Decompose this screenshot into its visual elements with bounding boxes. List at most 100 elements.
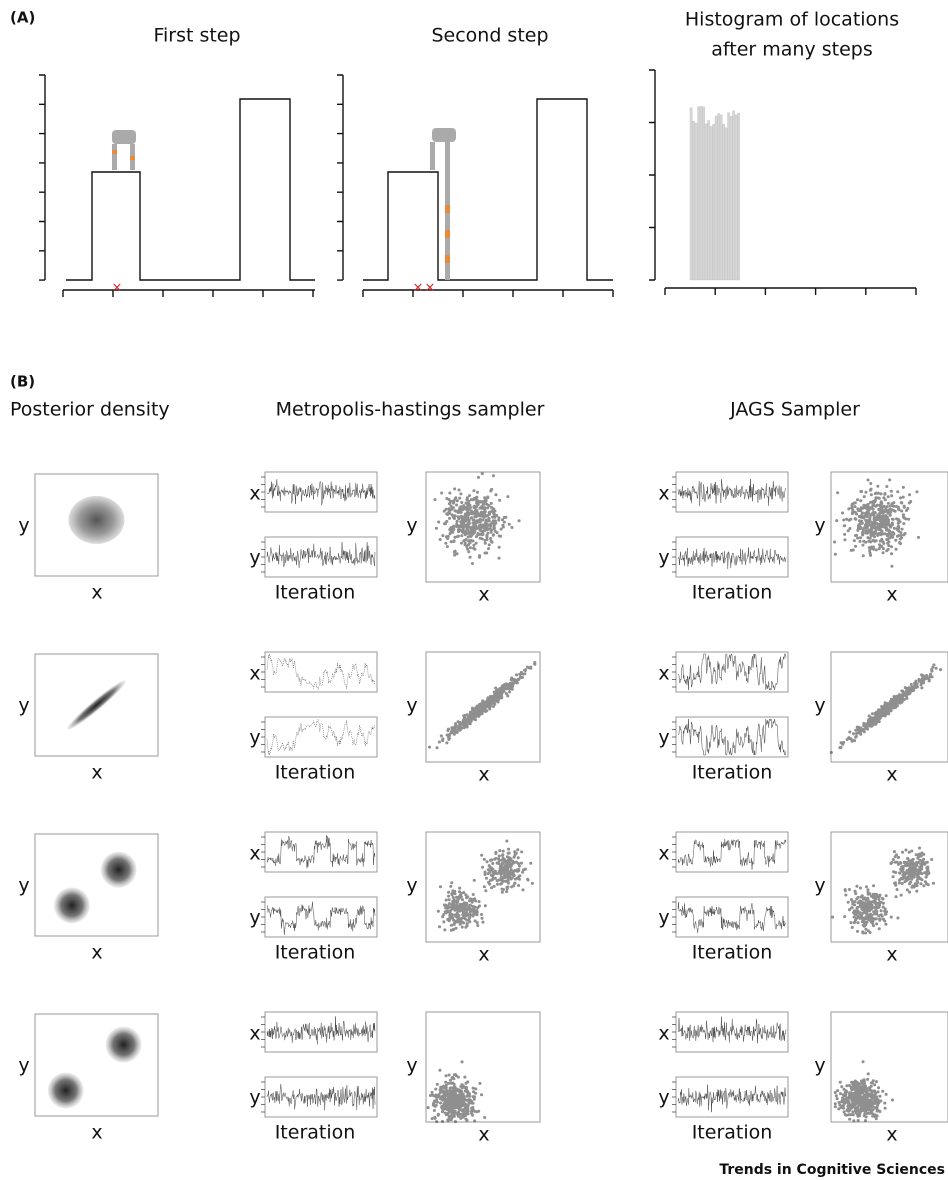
density-blob [101, 852, 137, 888]
tick-marks [672, 657, 676, 687]
axis-label: x [658, 1023, 669, 1045]
tick-marks [261, 902, 265, 932]
hist-bar [715, 116, 717, 280]
marker: × [425, 281, 436, 296]
scatter-plot [831, 1012, 948, 1122]
axis-label: Iteration [275, 762, 356, 784]
axis-label: y [406, 1055, 417, 1077]
figure: (A) First step Second step Histogram of … [0, 0, 948, 1180]
axis-label: x [478, 584, 489, 606]
hist-bar [725, 128, 727, 280]
step-curve [363, 99, 613, 280]
axis-label: y [658, 547, 669, 569]
hist-bar [728, 113, 730, 280]
axis-label: y [249, 547, 260, 569]
axis-label: Iteration [692, 942, 773, 964]
axis-label: x [886, 944, 897, 966]
tick-marks [261, 722, 265, 752]
scatter-plot [426, 1012, 540, 1122]
plot-title: after many steps [711, 39, 872, 61]
plot-frame [831, 832, 948, 942]
hist-bar [723, 124, 725, 280]
axis-label: y [249, 727, 260, 749]
axis-label: y [406, 515, 417, 537]
tick-marks [261, 1082, 265, 1112]
axis-label: y [658, 1087, 669, 1109]
column-title: Metropolis-hastings sampler [276, 399, 545, 421]
axis-label: y [658, 727, 669, 749]
axis-label: y [814, 875, 825, 897]
plot-title: First step [153, 25, 240, 47]
tick-marks [672, 837, 676, 867]
axis-label: x [886, 1124, 897, 1146]
hist-bar [700, 106, 702, 280]
plot-title: Second step [431, 25, 548, 47]
plot-frame [676, 832, 788, 872]
axis-label: x [478, 944, 489, 966]
tick-marks [261, 1017, 265, 1047]
hist-bar [720, 115, 722, 280]
tick-marks [672, 902, 676, 932]
plot-frame [35, 834, 158, 936]
axis-label: x [91, 942, 102, 964]
footer: Trends in Cognitive Sciences [719, 1162, 945, 1178]
hist-bar [703, 107, 705, 280]
hist-bar [710, 126, 712, 280]
marker: × [413, 281, 424, 296]
axis-label: y [406, 875, 417, 897]
trace-plot [672, 1012, 788, 1052]
axis-label: x [91, 1122, 102, 1144]
axis-label: y [18, 1055, 29, 1077]
step-curve [66, 99, 315, 280]
trace-plot [672, 717, 788, 757]
axis-label: x [658, 663, 669, 685]
scatter-plot [426, 472, 540, 582]
axis-label: y [658, 907, 669, 929]
trace-plot [672, 472, 788, 512]
axis-label: Iteration [275, 942, 356, 964]
page: (A) First step Second step Histogram of … [0, 0, 948, 1180]
tick-marks [672, 722, 676, 752]
hist-bar [735, 115, 737, 280]
trace-plot [672, 652, 788, 692]
axis-label: x [478, 1124, 489, 1146]
axis-label: Iteration [692, 1122, 773, 1144]
plot-frame [265, 897, 377, 937]
axis-label: x [249, 843, 260, 865]
density-blob [48, 1073, 84, 1109]
axis-label: x [249, 1023, 260, 1045]
axis-label: x [658, 843, 669, 865]
trace-plot [672, 1077, 788, 1117]
axis-label: y [18, 695, 29, 717]
trace-plot [261, 1012, 377, 1052]
hist-bar [738, 113, 740, 280]
tick-marks [261, 657, 265, 687]
histogram [655, 70, 916, 288]
axis-label: x [91, 762, 102, 784]
density-blob [54, 887, 90, 923]
hist-bar [690, 108, 692, 280]
trace-plot [261, 717, 377, 757]
tick-marks [261, 837, 265, 867]
trace-plot [672, 832, 788, 872]
axis-label: x [249, 483, 260, 505]
tick-marks [672, 1017, 676, 1047]
density-blob [69, 496, 125, 544]
axis-label: y [406, 695, 417, 717]
axis-label: x [91, 582, 102, 604]
trace-plot [261, 537, 377, 577]
scatter-plot [831, 652, 948, 762]
step-plot-1: × [45, 75, 315, 296]
tick-marks [672, 542, 676, 572]
axis-label: x [658, 483, 669, 505]
axis-label: y [249, 1087, 260, 1109]
axis [45, 75, 315, 290]
density-blob [106, 1027, 142, 1063]
tick-marks [261, 477, 265, 507]
axis-label: x [478, 764, 489, 786]
column-title: Posterior density [10, 399, 170, 421]
hist-bar [693, 121, 695, 280]
column-title: JAGS Sampler [729, 399, 860, 421]
axis-label: y [814, 515, 825, 537]
tick-marks [39, 70, 916, 297]
